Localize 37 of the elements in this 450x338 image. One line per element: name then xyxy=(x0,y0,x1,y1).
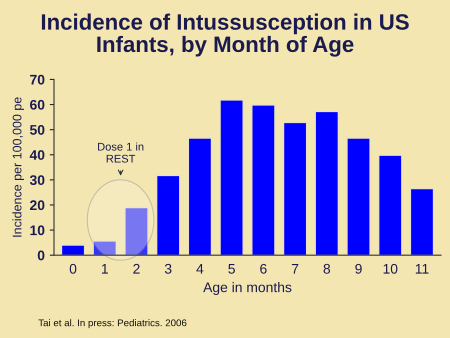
bar xyxy=(188,138,212,256)
x-tick-label: 8 xyxy=(324,264,330,274)
annotation: Dose 1 in REST xyxy=(98,142,144,163)
chart-title: Incidence of Intussusception in US Infants, by Month of Age xyxy=(42,14,409,57)
bar xyxy=(283,122,308,256)
bar xyxy=(251,104,276,256)
bar xyxy=(314,111,339,256)
x-tick-label: 1 xyxy=(102,264,108,274)
bar xyxy=(92,240,117,256)
y-axis-title: Incidence per 100,000 pe xyxy=(12,97,24,237)
x-tick-label: 2 xyxy=(133,264,140,274)
x-tick-label: 11 xyxy=(416,264,428,274)
y-tick-label: 20 xyxy=(30,200,44,210)
y-tick-label: 70 xyxy=(30,74,44,85)
x-axis-title: Age in months xyxy=(203,282,292,295)
x-tick-label: 4 xyxy=(196,264,204,274)
bar xyxy=(124,207,148,256)
y-tick-label: 0 xyxy=(38,250,44,260)
x-tick-label: 3 xyxy=(164,264,172,274)
y-tick-label: 60 xyxy=(30,100,44,110)
y-tick-label: 40 xyxy=(30,150,44,160)
bar xyxy=(220,99,244,256)
y-tick-label: 50 xyxy=(30,124,44,135)
bar xyxy=(378,154,402,256)
x-tick-label: 0 xyxy=(70,264,76,274)
y-tick-label: 10 xyxy=(30,225,44,236)
text: Tai et al. In press: Pediatrics. 2006 xyxy=(38,319,186,328)
x-tick-label: 7 xyxy=(292,264,298,274)
x-tick-label: 10 xyxy=(384,264,398,274)
y-tick-label: 30 xyxy=(30,175,44,186)
bar xyxy=(156,175,180,256)
x-tick-label: 9 xyxy=(355,264,362,274)
bar xyxy=(410,188,434,256)
bar xyxy=(346,138,370,256)
x-tick-label: 5 xyxy=(228,264,235,274)
x-tick-label: 6 xyxy=(260,264,267,274)
bar xyxy=(61,244,86,256)
